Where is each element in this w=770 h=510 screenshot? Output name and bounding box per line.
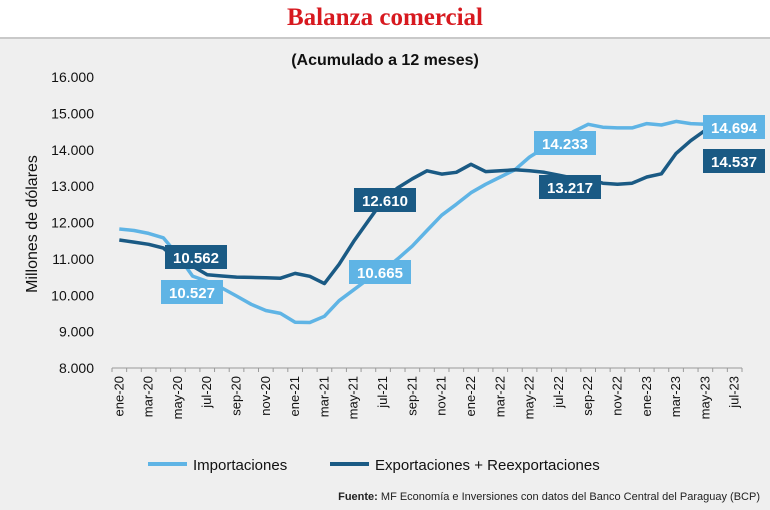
- x-tick-label: mar-22: [492, 376, 507, 417]
- x-tick-label: ene-22: [463, 376, 478, 416]
- y-axis-label: Millones de dólares: [24, 155, 41, 293]
- data-label: 12.610: [354, 188, 416, 212]
- data-label-box: [165, 245, 227, 269]
- x-tick-label: may-21: [346, 376, 361, 419]
- y-axis-ticks: 8.000 9.000 10.000 11.000 12.000 13.000 14.000…: [51, 69, 94, 376]
- y-tick-label: 14.000: [51, 142, 94, 158]
- data-label-text: 14.233: [542, 136, 588, 153]
- title-divider: [0, 37, 770, 39]
- legend: Importaciones Exportaciones + Reexportac…: [148, 457, 600, 474]
- x-tick-label: ene-23: [639, 376, 654, 416]
- x-tick-label: nov-20: [258, 376, 273, 416]
- data-label-text: 10.665: [357, 265, 403, 282]
- x-tick-label: nov-22: [609, 376, 624, 416]
- series-line-exportaciones: [119, 128, 735, 286]
- data-label-text: 14.694: [711, 120, 758, 137]
- y-tick-label: 10.000: [51, 287, 94, 303]
- y-tick-label: 12.000: [51, 215, 94, 231]
- x-tick-label: ene-21: [287, 376, 302, 416]
- source-note: Fuente: MF Economía e Inversiones con da…: [338, 491, 760, 503]
- data-label-text: 14.537: [711, 154, 757, 171]
- chart-subtitle: (Acumulado a 12 meses): [291, 52, 479, 69]
- y-tick-label: 13.000: [51, 178, 94, 194]
- source-text: MF Economía e Inversiones con datos del …: [380, 491, 760, 503]
- x-tick-label: may-22: [522, 376, 537, 419]
- x-tick-label: mar-23: [668, 376, 683, 417]
- data-label: 10.562: [165, 245, 227, 269]
- source-label: Fuente:: [338, 491, 378, 503]
- x-tick-label: mar-20: [141, 376, 156, 417]
- data-label: 10.665: [349, 260, 411, 284]
- data-label-text: 10.562: [173, 250, 219, 267]
- x-tick-label: sep-21: [404, 376, 419, 416]
- data-label: 13.217: [539, 175, 601, 199]
- data-label-text: 12.610: [362, 193, 408, 210]
- data-label-box: [703, 149, 765, 173]
- x-axis-ticks: ene-20 mar-20 may-20 jul-20 sep-20 nov-20 ene-…: [111, 368, 743, 419]
- data-label-box: [349, 260, 411, 284]
- data-label-box: [354, 188, 416, 212]
- x-tick-label: may-20: [170, 376, 185, 419]
- page-title: Balanza comercial: [286, 4, 484, 31]
- data-label-box: [161, 280, 223, 304]
- legend-label-exportaciones: Exportaciones + Reexportaciones: [375, 457, 600, 474]
- data-label: 10.527: [161, 280, 223, 304]
- legend-label-importaciones: Importaciones: [193, 457, 287, 474]
- x-tick-label: ene-20: [111, 376, 126, 416]
- x-tick-label: sep-22: [580, 376, 595, 416]
- y-tick-label: 8.000: [59, 360, 94, 376]
- data-label-text: 13.217: [547, 180, 593, 197]
- x-tick-label: jul-22: [551, 376, 566, 409]
- x-tick-label: nov-21: [434, 376, 449, 416]
- data-label: 14.694: [703, 115, 765, 139]
- x-tick-label: jul-23: [727, 376, 742, 409]
- y-tick-label: 9.000: [59, 324, 94, 340]
- y-tick-label: 15.000: [51, 105, 94, 121]
- data-label-box: [534, 131, 596, 155]
- x-tick-label: mar-21: [316, 376, 331, 417]
- y-tick-label: 11.000: [52, 251, 94, 267]
- x-tick-label: jul-21: [375, 376, 390, 409]
- data-label-text: 10.527: [169, 285, 215, 302]
- x-tick-label: may-23: [697, 376, 712, 419]
- data-label: 14.233: [534, 131, 596, 155]
- x-tick-label: sep-20: [229, 376, 244, 416]
- data-labels: 10.527 10.665 14.233 14.694 10.562 12.610 13.2…: [161, 115, 765, 304]
- data-label-box: [539, 175, 601, 199]
- data-label: 14.537: [703, 149, 765, 173]
- x-tick-label: jul-20: [199, 376, 214, 409]
- y-tick-label: 16.000: [51, 69, 94, 85]
- data-label-box: [703, 115, 765, 139]
